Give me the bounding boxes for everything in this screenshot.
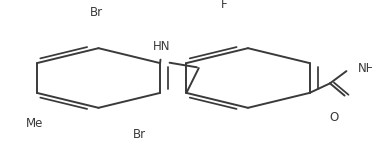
Text: HN: HN: [153, 40, 170, 53]
Text: NH₂: NH₂: [358, 62, 372, 75]
Text: O: O: [329, 111, 338, 124]
Text: F: F: [221, 0, 228, 11]
Text: Me: Me: [26, 117, 43, 130]
Text: Br: Br: [90, 6, 103, 19]
Text: Br: Br: [133, 128, 146, 141]
